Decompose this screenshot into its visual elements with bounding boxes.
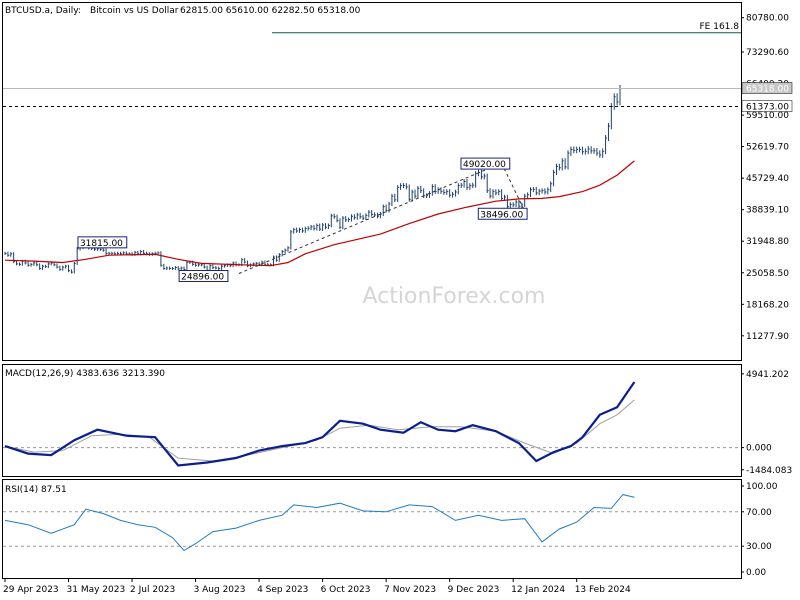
price-axis: 80780.0073290.6066400.2059510.0052619.70… [741,14,793,342]
price-annotations: 31815.00 24896.00 49020.00 38496.00 FE 161.8 [77,22,740,283]
rsi-axis: 100.00 70.00 30.00 0.00 [741,482,778,578]
pivot-38496-label: 38496.00 [480,210,523,220]
price-axis-label: 52619.70 [746,143,789,153]
fib-extension-label: FE 161.8 [700,22,740,32]
pivot-24896-label-box [178,270,229,283]
chart-header-ohlc: 62815.00 65610.00 62282.50 65318.00 [180,6,361,16]
level-61373-badge-bg [741,100,793,112]
rsi-gridlines [3,511,741,547]
date-axis-label: 6 Oct 2023 [321,585,371,595]
date-axis-label: 29 Apr 2023 [3,585,59,595]
price-axis-label: 45729.40 [746,174,789,184]
date-axis-label: 7 Nov 2023 [384,585,436,595]
chart-header-symbol: BTCUSD.a, Daily: [5,6,81,16]
rsi-axis-label: 0.00 [746,568,766,578]
pivot-24896-label: 24896.00 [181,273,224,283]
trend-line-up [238,162,502,274]
macd-axis-label: 4941.202 [746,370,789,380]
macd-panel-frame [2,364,742,477]
pivot-31815-label-box [77,236,128,249]
rsi-axis-label: 100.00 [746,482,778,492]
price-axis-label: 80780.00 [746,14,789,24]
level-61373-badge: 61373.00 [746,103,789,113]
pivot-49020-label: 49020.00 [463,160,506,170]
rsi-title: RSI(14) 87.51 [5,485,67,495]
date-axis-label: 9 Dec 2023 [448,585,500,595]
trend-line-down [501,162,526,212]
price-axis-label: 31948.80 [746,237,789,247]
date-axis-label: 31 May 2023 [67,585,126,595]
trend-annotation-lines [238,162,526,274]
macd-title: MACD(12,26,9) 4383.636 3213.390 [5,369,165,379]
rsi-axis-label: 30.00 [746,542,772,552]
macd-axis-label: 0.000 [746,444,772,454]
pivot-49020-label-box [460,157,511,170]
price-axis-label: 11277.90 [746,332,789,342]
macd-axis: 4941.202 0.000 -1484.083 [741,370,792,476]
macd-line [4,381,636,467]
date-axis-label: 12 Jan 2024 [511,585,565,595]
price-axis-label: 73290.60 [746,48,789,58]
price-panel-frame [2,2,742,361]
date-axis: 29 Apr 2023 31 May 2023 2 Jul 2023 3 Aug 20… [3,578,631,595]
last-price-badge: 65318.00 [746,85,789,95]
price-bars [4,85,622,274]
rsi-line [4,494,635,552]
pivot-31815-label: 31815.00 [80,239,123,249]
rsi-panel-frame [2,479,742,579]
date-axis-label: 3 Aug 2023 [194,585,246,595]
price-axis-label: 25058.50 [746,269,789,279]
last-price-badge-bg [741,82,793,94]
price-axis-label: 18168.20 [746,300,789,310]
date-axis-label: 4 Sep 2023 [257,585,308,595]
chart-header-description: Bitcoin vs US Dollar [90,6,179,16]
date-axis-label: 2 Jul 2023 [130,585,175,595]
date-axis-label: 13 Feb 2024 [575,585,631,595]
rsi-axis-label: 70.00 [746,508,772,518]
price-axis-label: 59510.00 [746,111,789,121]
watermark: ActionForex.com [363,284,546,309]
macd-axis-label: -1484.083 [746,466,792,476]
pivot-38496-label-box [477,207,528,220]
price-axis-label: 38839.10 [746,206,789,216]
sma-line [4,160,635,267]
